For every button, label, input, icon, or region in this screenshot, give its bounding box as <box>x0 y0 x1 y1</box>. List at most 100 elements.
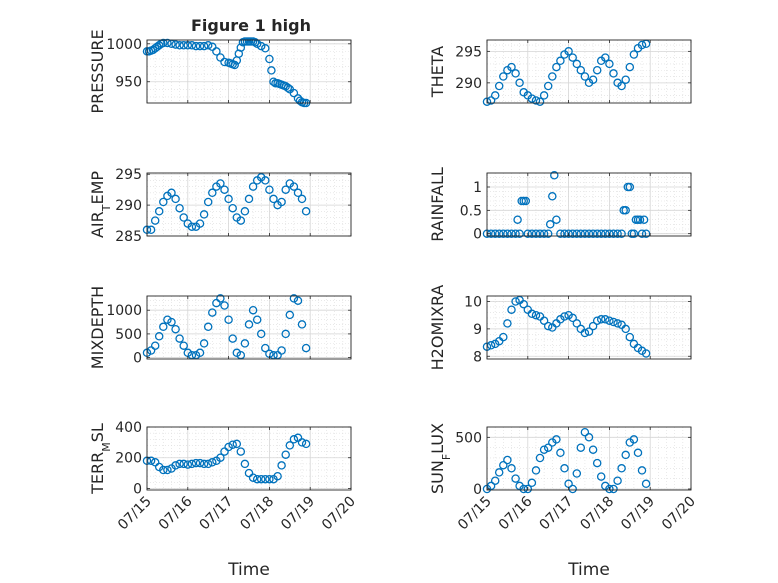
data-point <box>150 216 160 225</box>
data-point <box>150 341 160 350</box>
data-point <box>208 308 217 317</box>
data-point <box>601 53 610 62</box>
data-point <box>543 443 553 452</box>
y-axis-label-part: T <box>100 204 113 212</box>
x-axis-label: Time <box>567 560 610 580</box>
data-point <box>523 229 533 238</box>
data-point <box>261 343 270 353</box>
data-point <box>220 57 229 67</box>
data-point <box>159 197 168 207</box>
y-axis-label-part: M <box>100 442 113 452</box>
data-point <box>564 47 573 56</box>
data-point <box>187 222 197 231</box>
data-point <box>539 229 549 238</box>
data-point <box>167 317 176 327</box>
data-point <box>277 197 286 207</box>
data-point <box>499 460 508 470</box>
y-axis-label-part: AIR <box>88 211 107 238</box>
data-point <box>289 294 299 303</box>
data-point <box>146 225 156 235</box>
data-point <box>543 229 553 238</box>
data-point <box>494 468 504 477</box>
data-point <box>511 474 520 483</box>
axes-box <box>486 39 692 104</box>
data-point <box>187 41 197 50</box>
y-tick-label: 10 <box>464 294 482 310</box>
data-point <box>539 316 549 325</box>
data-point <box>301 207 311 216</box>
data-point <box>228 440 237 449</box>
data-point <box>203 197 213 207</box>
data-point <box>175 41 184 50</box>
y-tick-label: 290 <box>455 76 482 92</box>
data-point <box>232 439 242 449</box>
data-point <box>256 41 266 51</box>
y-axis-label-part: F <box>440 454 453 460</box>
data-point <box>635 215 645 224</box>
data-point <box>572 319 582 328</box>
data-point <box>273 471 282 481</box>
data-point <box>552 62 561 72</box>
data-point <box>499 229 508 238</box>
data-point <box>248 305 258 315</box>
data-point <box>265 474 274 484</box>
axes-box <box>146 426 352 491</box>
data-point <box>187 459 197 469</box>
y-tick-label: 0 <box>473 227 482 243</box>
data-point <box>486 481 496 491</box>
data-point <box>503 455 512 465</box>
data-point <box>609 317 618 327</box>
y-tick-label: 0.5 <box>460 203 482 219</box>
data-point <box>297 194 307 204</box>
data-point <box>564 229 573 238</box>
data-point <box>511 69 520 78</box>
data-point <box>507 62 516 72</box>
data-point <box>199 339 209 348</box>
data-point <box>199 459 209 469</box>
data-point <box>576 443 586 452</box>
data-point <box>195 348 205 358</box>
data-point <box>568 53 577 62</box>
data-point <box>216 453 225 462</box>
data-point <box>617 464 626 473</box>
data-point <box>613 319 622 328</box>
data-point <box>301 343 311 353</box>
data-point <box>535 97 545 106</box>
data-point <box>580 72 590 81</box>
data-point <box>191 458 201 468</box>
data-point <box>641 349 651 358</box>
axes-box <box>146 172 352 237</box>
data-point <box>605 484 614 494</box>
axes-box <box>486 172 692 237</box>
data-point <box>265 185 274 194</box>
data-point <box>146 456 156 466</box>
y-tick-label: 950 <box>115 75 142 91</box>
data-point <box>252 474 262 484</box>
data-point <box>236 43 246 52</box>
data-point <box>499 72 508 81</box>
y-tick-label: 8 <box>473 349 482 365</box>
data-point <box>159 38 168 48</box>
data-point <box>503 319 512 328</box>
data-point <box>605 316 614 325</box>
data-point <box>629 435 639 444</box>
data-point <box>560 229 569 238</box>
y-axis-label: THETA <box>428 46 447 98</box>
data-point <box>609 229 618 238</box>
data-point <box>281 329 290 339</box>
y-axis-label-part: TERR <box>88 452 107 495</box>
y-axis-label: PRESSURE <box>88 29 107 113</box>
y-axis-label-part: RAINFALL <box>428 167 447 242</box>
data-point <box>548 192 557 201</box>
data-point <box>572 59 582 69</box>
data-point <box>236 216 246 225</box>
data-point <box>588 229 598 238</box>
data-point <box>621 75 630 84</box>
data-point <box>519 484 528 494</box>
data-point <box>507 229 516 238</box>
data-point <box>527 309 537 319</box>
data-point <box>552 435 561 444</box>
data-point <box>515 229 524 238</box>
data-point <box>199 210 209 219</box>
data-point <box>625 182 635 192</box>
